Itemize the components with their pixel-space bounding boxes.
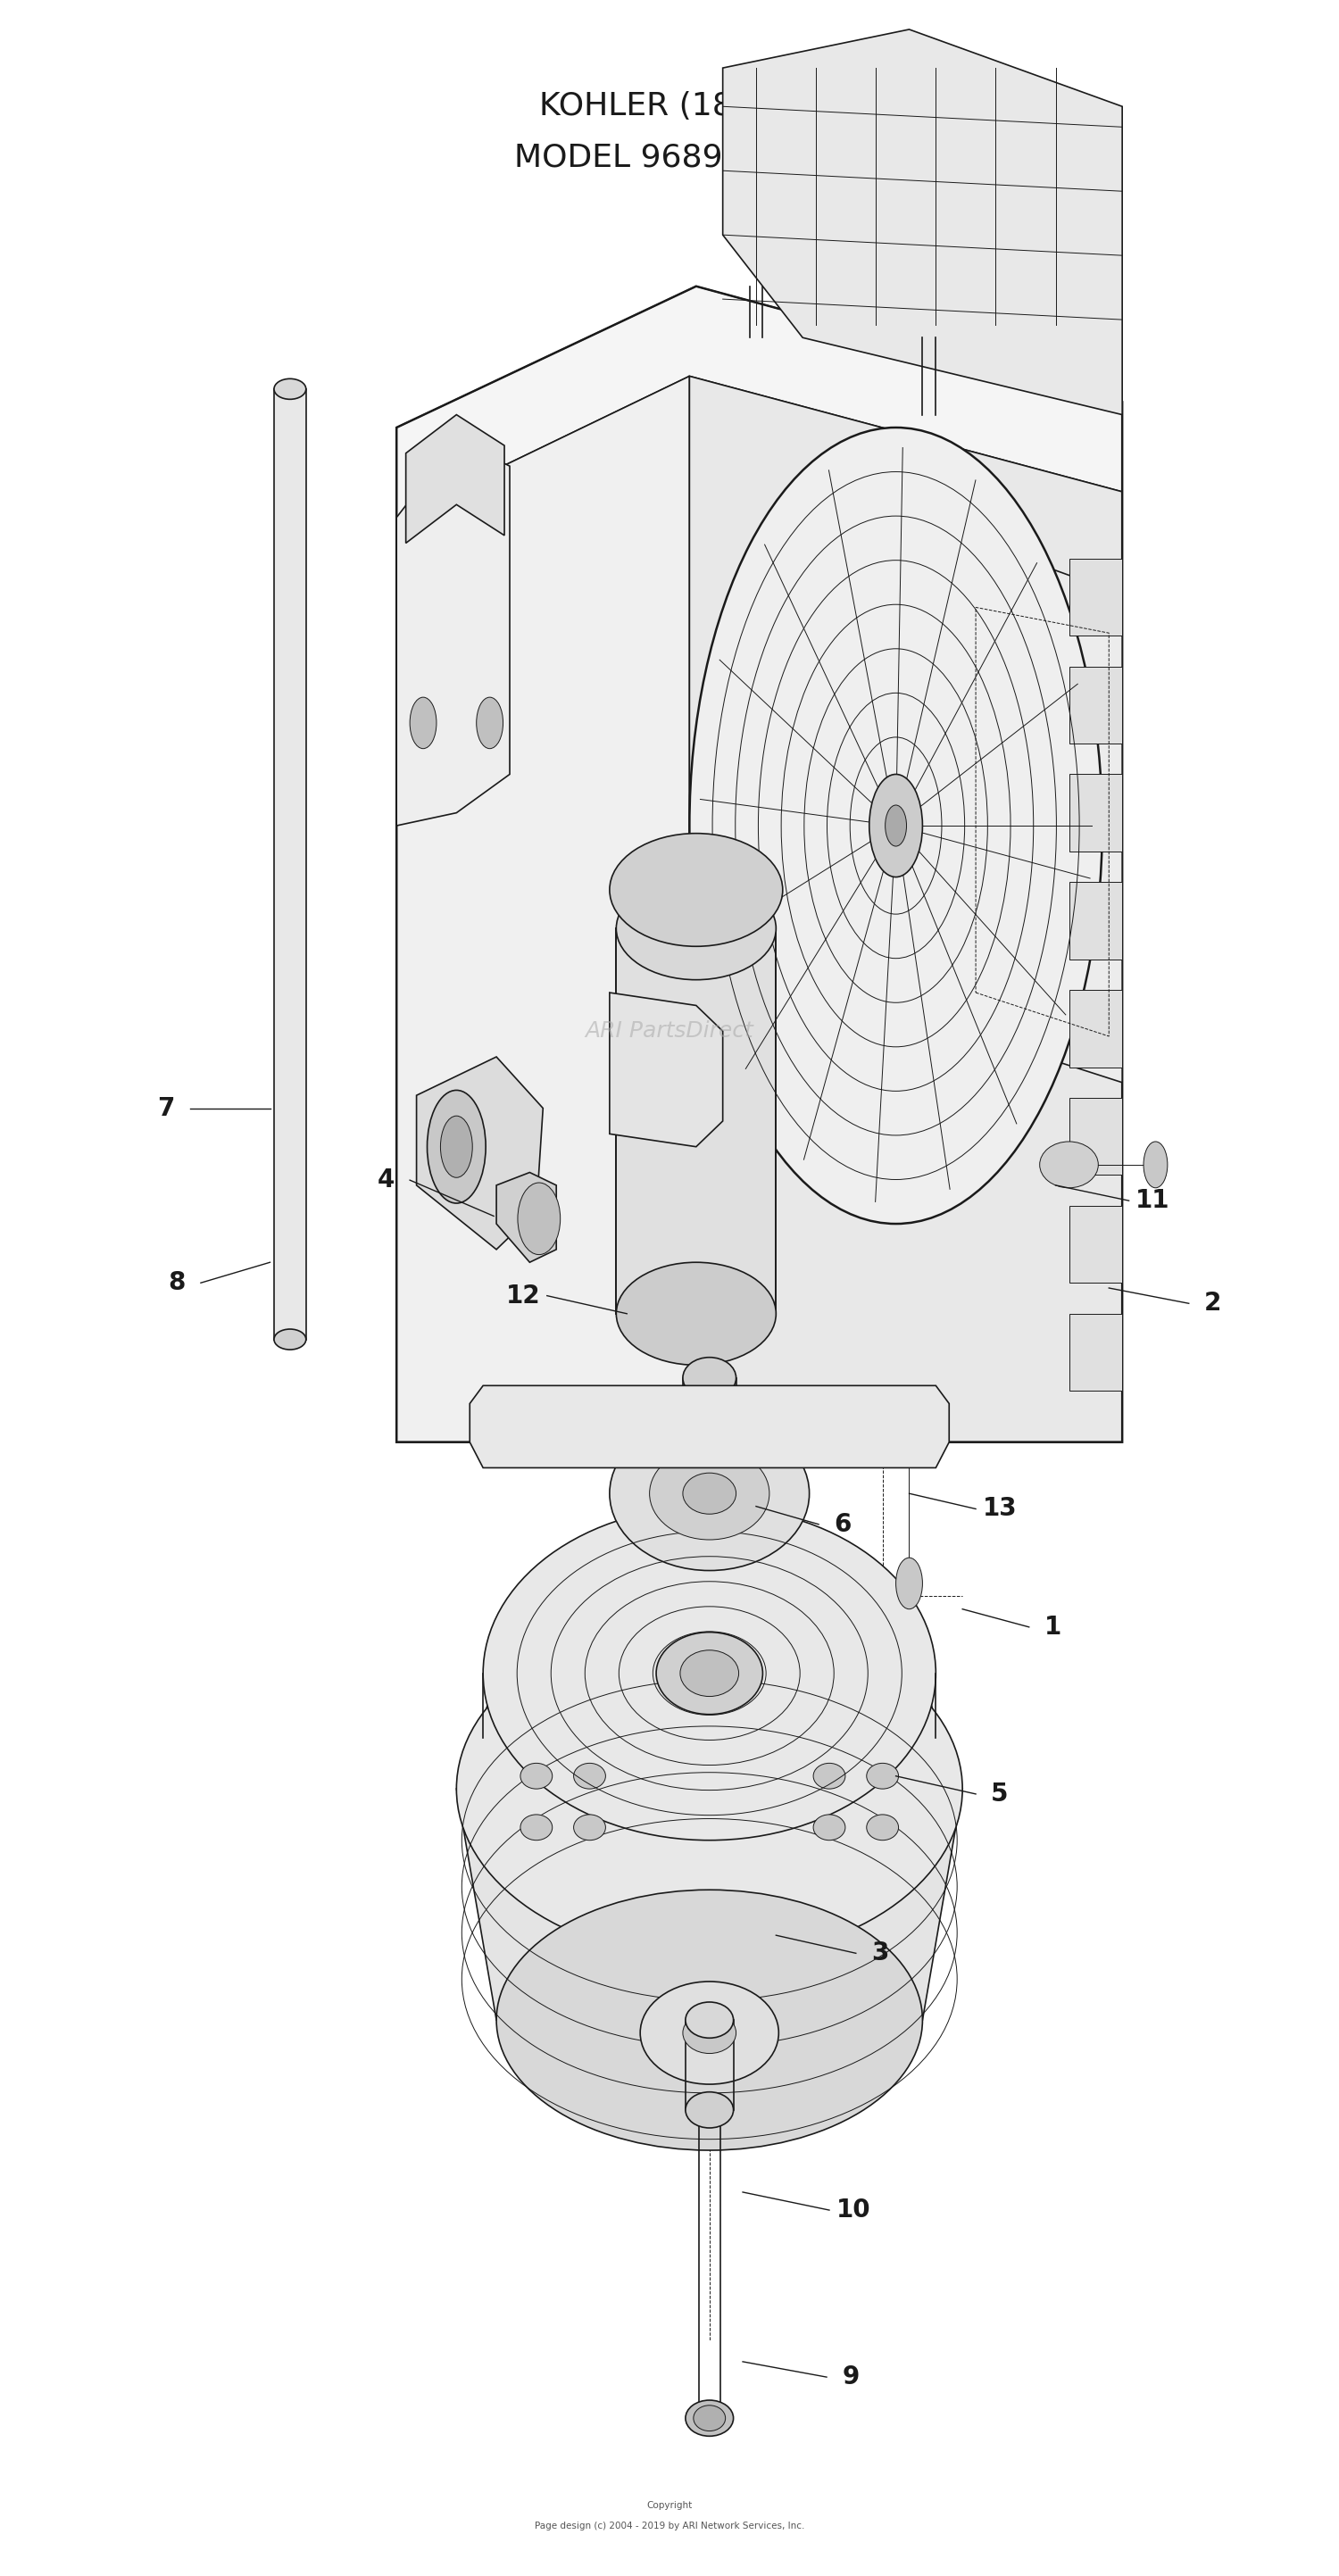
Ellipse shape bbox=[497, 1891, 923, 2151]
Polygon shape bbox=[416, 1056, 544, 1249]
Ellipse shape bbox=[521, 1762, 552, 1788]
Polygon shape bbox=[396, 440, 510, 827]
Ellipse shape bbox=[866, 1762, 898, 1788]
Polygon shape bbox=[1069, 989, 1122, 1066]
Text: 2: 2 bbox=[1204, 1291, 1221, 1316]
Polygon shape bbox=[963, 556, 1122, 1082]
Ellipse shape bbox=[869, 775, 923, 876]
Ellipse shape bbox=[686, 2401, 734, 2437]
Text: 8: 8 bbox=[169, 1270, 186, 1296]
Polygon shape bbox=[457, 1788, 963, 2020]
Polygon shape bbox=[406, 415, 505, 544]
Text: 10: 10 bbox=[836, 2197, 870, 2223]
Ellipse shape bbox=[683, 1358, 736, 1399]
Ellipse shape bbox=[686, 2002, 734, 2038]
Polygon shape bbox=[396, 376, 690, 1443]
Ellipse shape bbox=[683, 1473, 736, 1515]
Polygon shape bbox=[1069, 1314, 1122, 1391]
Polygon shape bbox=[609, 992, 723, 1146]
Text: 7: 7 bbox=[158, 1095, 175, 1121]
Ellipse shape bbox=[518, 1182, 560, 1255]
Polygon shape bbox=[396, 286, 1122, 518]
Polygon shape bbox=[690, 376, 1122, 1443]
Ellipse shape bbox=[656, 1633, 763, 1716]
Text: 11: 11 bbox=[1135, 1188, 1170, 1213]
Text: Page design (c) 2004 - 2019 by ARI Network Services, Inc.: Page design (c) 2004 - 2019 by ARI Netwo… bbox=[534, 2522, 805, 2530]
Ellipse shape bbox=[885, 1425, 933, 1461]
Ellipse shape bbox=[885, 806, 907, 845]
Text: 3: 3 bbox=[872, 1940, 889, 1965]
Text: MODEL 968999281: MODEL 968999281 bbox=[514, 142, 825, 173]
Text: 4: 4 bbox=[378, 1167, 395, 1193]
Polygon shape bbox=[1069, 881, 1122, 958]
Ellipse shape bbox=[866, 1814, 898, 1839]
Ellipse shape bbox=[609, 835, 783, 945]
Ellipse shape bbox=[813, 1762, 845, 1788]
Ellipse shape bbox=[640, 1981, 779, 2084]
Ellipse shape bbox=[609, 1417, 809, 1571]
Ellipse shape bbox=[441, 1115, 473, 1177]
Polygon shape bbox=[1069, 1097, 1122, 1175]
Polygon shape bbox=[497, 1172, 556, 1262]
Polygon shape bbox=[274, 389, 307, 1340]
Polygon shape bbox=[1069, 1206, 1122, 1283]
Polygon shape bbox=[1069, 667, 1122, 744]
Ellipse shape bbox=[649, 1448, 770, 1540]
Text: KOHLER (18 HP): KOHLER (18 HP) bbox=[540, 90, 799, 121]
Polygon shape bbox=[616, 927, 777, 1314]
Polygon shape bbox=[1069, 559, 1122, 636]
Ellipse shape bbox=[680, 1651, 739, 1698]
Ellipse shape bbox=[683, 2012, 736, 2053]
Ellipse shape bbox=[483, 1571, 936, 1904]
Ellipse shape bbox=[686, 2092, 734, 2128]
Ellipse shape bbox=[410, 698, 437, 750]
Polygon shape bbox=[1069, 775, 1122, 850]
Ellipse shape bbox=[521, 1814, 552, 1839]
Text: 12: 12 bbox=[506, 1283, 540, 1309]
Ellipse shape bbox=[813, 1814, 845, 1839]
Text: 1: 1 bbox=[1044, 1615, 1062, 1638]
Ellipse shape bbox=[616, 876, 777, 979]
Ellipse shape bbox=[616, 1262, 777, 1365]
Ellipse shape bbox=[274, 1329, 307, 1350]
Ellipse shape bbox=[483, 1507, 936, 1839]
Ellipse shape bbox=[477, 698, 503, 750]
Ellipse shape bbox=[1144, 1141, 1168, 1188]
Ellipse shape bbox=[427, 1090, 486, 1203]
Ellipse shape bbox=[690, 428, 1102, 1224]
Text: Copyright: Copyright bbox=[647, 2501, 692, 2509]
Text: 5: 5 bbox=[991, 1783, 1008, 1806]
Ellipse shape bbox=[694, 2406, 726, 2432]
Ellipse shape bbox=[457, 1618, 963, 1960]
Text: ARI PartsDirect: ARI PartsDirect bbox=[585, 1020, 754, 1041]
Ellipse shape bbox=[573, 1762, 605, 1788]
Text: 13: 13 bbox=[983, 1497, 1016, 1522]
Polygon shape bbox=[723, 28, 1122, 415]
Ellipse shape bbox=[274, 379, 307, 399]
Ellipse shape bbox=[1039, 1141, 1098, 1188]
Text: 9: 9 bbox=[842, 2365, 860, 2391]
Ellipse shape bbox=[896, 1558, 923, 1610]
Text: 6: 6 bbox=[834, 1512, 852, 1538]
Ellipse shape bbox=[573, 1814, 605, 1839]
Polygon shape bbox=[470, 1386, 949, 1468]
